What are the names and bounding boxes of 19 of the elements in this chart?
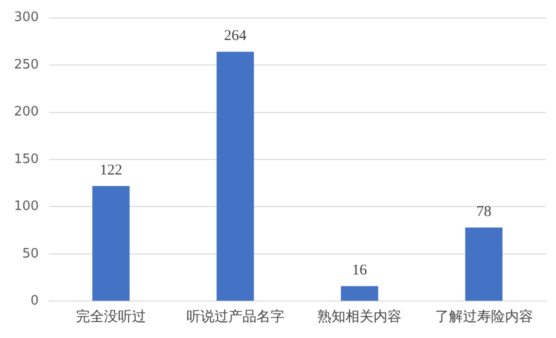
x-tick-label: 了解过寿险内容 [434,309,533,326]
y-tick-label: 150 [14,152,39,167]
data-label: 16 [352,262,368,279]
bar [340,286,378,301]
x-tick-label: 完全没听过 [76,309,146,326]
x-tick-label: 听说过产品名字 [186,309,284,326]
y-tick-label: 0 [30,294,39,309]
y-tick-label: 300 [14,10,39,26]
bar [92,186,130,301]
y-tick-label: 100 [14,199,39,214]
y-tick-label: 50 [22,246,39,262]
bar [216,52,254,301]
y-tick-label: 200 [14,104,39,120]
y-tick-label: 250 [14,57,39,72]
data-label: 122 [100,162,122,178]
data-label: 78 [476,204,492,220]
x-tick-label: 熟知相关内容 [318,309,402,326]
data-label: 264 [224,28,248,44]
bar [465,228,502,301]
